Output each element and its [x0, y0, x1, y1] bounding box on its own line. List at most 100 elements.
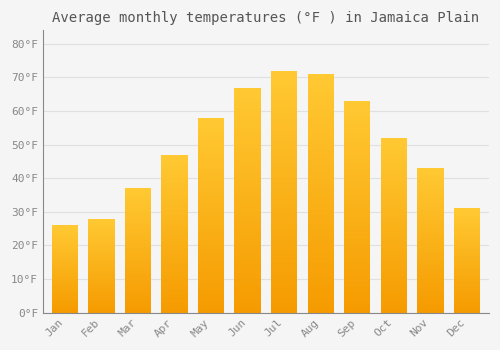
Bar	[308, 181, 334, 184]
Bar	[234, 209, 261, 211]
Bar	[52, 232, 78, 233]
Bar	[125, 236, 151, 237]
Bar	[417, 210, 444, 211]
Bar	[125, 216, 151, 217]
Bar	[198, 127, 224, 130]
Bar	[344, 266, 370, 268]
Bar	[125, 273, 151, 274]
Bar	[52, 247, 78, 248]
Bar	[344, 112, 370, 114]
Bar	[417, 311, 444, 313]
Bar	[271, 129, 297, 131]
Bar	[88, 273, 115, 274]
Bar	[198, 223, 224, 225]
Bar	[417, 193, 444, 194]
Bar	[344, 141, 370, 143]
Bar	[308, 258, 334, 260]
Bar	[454, 271, 480, 272]
Bar	[344, 251, 370, 253]
Bar	[308, 236, 334, 239]
Bar	[198, 303, 224, 305]
Bar	[162, 254, 188, 256]
Bar	[52, 280, 78, 281]
Bar	[417, 275, 444, 276]
Bar	[344, 239, 370, 241]
Bar	[234, 173, 261, 175]
Bar	[271, 238, 297, 240]
Bar	[380, 157, 407, 159]
Bar	[271, 281, 297, 284]
Bar	[198, 186, 224, 188]
Bar	[380, 138, 407, 140]
Bar	[234, 94, 261, 97]
Bar	[344, 298, 370, 300]
Bar	[380, 204, 407, 206]
Bar	[234, 227, 261, 229]
Bar	[454, 250, 480, 251]
Bar	[52, 255, 78, 256]
Bar	[380, 285, 407, 286]
Bar	[380, 217, 407, 218]
Bar	[454, 257, 480, 258]
Bar	[454, 280, 480, 281]
Bar	[271, 153, 297, 155]
Bar	[125, 198, 151, 200]
Bar	[125, 263, 151, 264]
Bar	[308, 227, 334, 229]
Bar	[271, 247, 297, 250]
Bar	[234, 223, 261, 225]
Bar	[380, 224, 407, 225]
Bar	[380, 227, 407, 229]
Bar	[52, 248, 78, 249]
Bar	[198, 203, 224, 205]
Bar	[380, 276, 407, 278]
Bar	[234, 202, 261, 205]
Bar	[162, 193, 188, 194]
Bar	[234, 234, 261, 236]
Bar	[198, 141, 224, 143]
Bar	[162, 245, 188, 246]
Bar	[344, 122, 370, 124]
Bar	[308, 179, 334, 181]
Bar	[162, 163, 188, 164]
Bar	[198, 174, 224, 176]
Bar	[234, 101, 261, 103]
Bar	[344, 272, 370, 274]
Bar	[308, 198, 334, 201]
Bar	[198, 215, 224, 217]
Bar	[198, 219, 224, 221]
Bar	[380, 187, 407, 189]
Bar	[344, 205, 370, 207]
Bar	[162, 300, 188, 302]
Bar	[88, 220, 115, 222]
Bar	[417, 255, 444, 256]
Bar	[271, 250, 297, 252]
Bar	[417, 180, 444, 181]
Bar	[125, 306, 151, 308]
Bar	[417, 249, 444, 251]
Bar	[162, 160, 188, 161]
Bar	[52, 308, 78, 309]
Bar	[88, 256, 115, 257]
Bar	[234, 274, 261, 277]
Bar	[344, 186, 370, 188]
Bar	[52, 237, 78, 238]
Bar	[125, 262, 151, 263]
Bar	[380, 213, 407, 215]
Bar	[162, 180, 188, 182]
Bar	[417, 262, 444, 264]
Bar	[417, 310, 444, 311]
Bar	[125, 293, 151, 294]
Bar	[162, 207, 188, 209]
Bar	[88, 231, 115, 232]
Bar	[308, 136, 334, 139]
Bar	[234, 133, 261, 135]
Bar	[308, 89, 334, 91]
Bar	[88, 264, 115, 265]
Bar	[52, 259, 78, 260]
Bar	[162, 268, 188, 270]
Bar	[308, 248, 334, 251]
Bar	[454, 210, 480, 211]
Bar	[271, 102, 297, 105]
Bar	[162, 199, 188, 201]
